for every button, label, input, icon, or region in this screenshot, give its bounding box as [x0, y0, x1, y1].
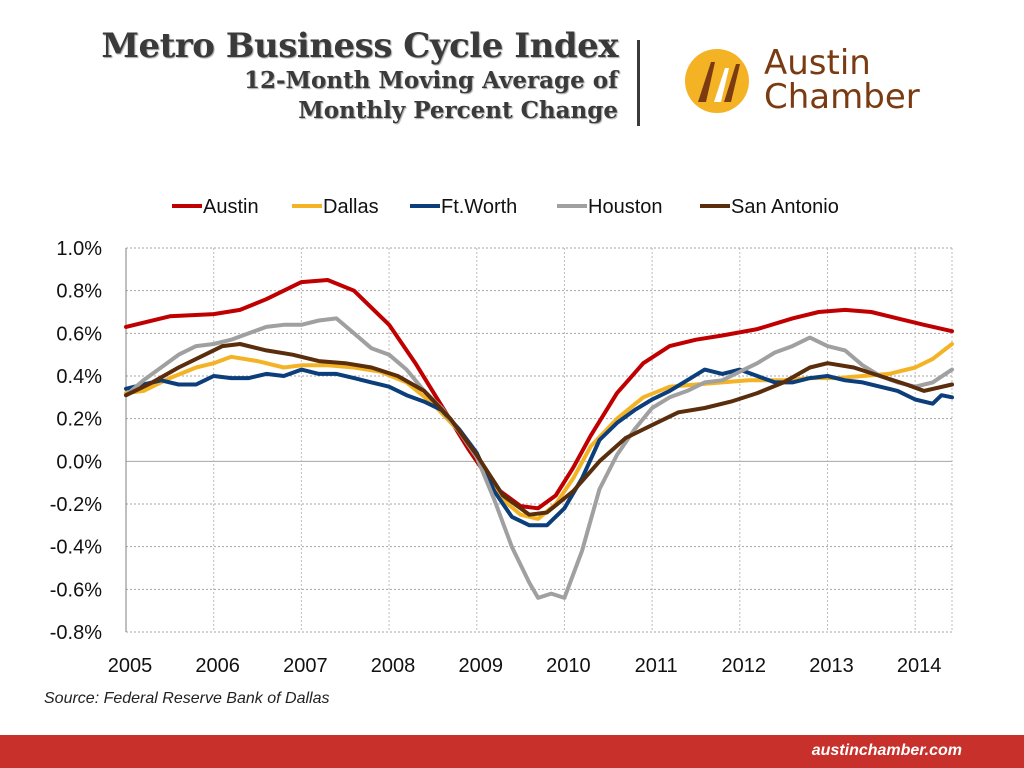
y-tick-label: -0.2%: [50, 494, 102, 516]
austin-chamber-logo: Austin Chamber: [684, 46, 944, 122]
y-tick-label: -0.8%: [50, 622, 102, 644]
y-tick-label: 0.4%: [56, 366, 102, 388]
legend-label: Austin: [203, 196, 259, 218]
legend-label: Houston: [588, 196, 663, 218]
x-tick-label: 2010: [546, 655, 591, 677]
logo-mark-icon: [685, 49, 749, 113]
y-tick-label: 0.6%: [56, 323, 102, 345]
x-axis-tick-labels: 2005 2006 2007 2008 2009 2010 2011 2012 2013 2014: [108, 655, 942, 677]
chart-series-lines: [124, 278, 954, 600]
logo-line2: Chamber: [764, 77, 920, 117]
x-tick-label: 2013: [809, 655, 854, 677]
series-line-dallas: [124, 342, 954, 521]
x-tick-label: 2005: [108, 655, 153, 677]
y-tick-label: 0.0%: [56, 451, 102, 473]
y-tick-label: 0.8%: [56, 281, 102, 303]
x-tick-label: 2009: [458, 655, 503, 677]
series-line-san-antonio: [124, 342, 954, 517]
chart-subtitle-line1: 12-Month Moving Average of: [243, 67, 618, 94]
footer-url[interactable]: austinchamber.com: [811, 742, 962, 759]
y-axis-tick-labels: 1.0% 0.8% 0.6% 0.4% 0.2% 0.0% -0.2% -0.4% -0.6% -…: [50, 238, 102, 644]
x-tick-label: 2006: [195, 655, 240, 677]
chart-title: Metro Business Cycle Index: [101, 26, 618, 66]
logo-line1: Austin: [764, 43, 871, 83]
line-chart: Austin Dallas Ft.Worth Houston San Antonio 1…: [50, 196, 954, 677]
x-tick-label: 2008: [371, 655, 416, 677]
legend-label: Dallas: [323, 196, 379, 218]
series-line-austin: [124, 278, 954, 511]
footer-bar: austinchamber.com: [0, 735, 1024, 768]
x-tick-label: 2007: [283, 655, 328, 677]
chart-grid: [125, 247, 953, 633]
logo-text: Austin Chamber: [764, 46, 920, 114]
x-tick-label: 2014: [897, 655, 942, 677]
legend-label: Ft.Worth: [441, 196, 517, 218]
y-tick-label: 1.0%: [56, 238, 102, 260]
y-tick-label: -0.6%: [50, 579, 102, 601]
chart-legend: Austin Dallas Ft.Worth Houston San Antonio: [172, 196, 839, 218]
legend-label: San Antonio: [731, 196, 839, 218]
header-divider: [637, 40, 640, 126]
x-tick-label: 2011: [635, 655, 678, 677]
source-note: Source: Federal Reserve Bank of Dallas: [44, 690, 330, 707]
y-tick-label: 0.2%: [56, 409, 102, 431]
chart-subtitle-line2: Monthly Percent Change: [298, 97, 618, 124]
x-tick-label: 2012: [722, 655, 767, 677]
series-line-houston: [124, 316, 954, 600]
series-line-ft-worth: [124, 367, 954, 528]
chart-title-block: Metro Business Cycle Index 12-Month Movi…: [101, 26, 618, 126]
y-tick-label: -0.4%: [50, 537, 102, 559]
